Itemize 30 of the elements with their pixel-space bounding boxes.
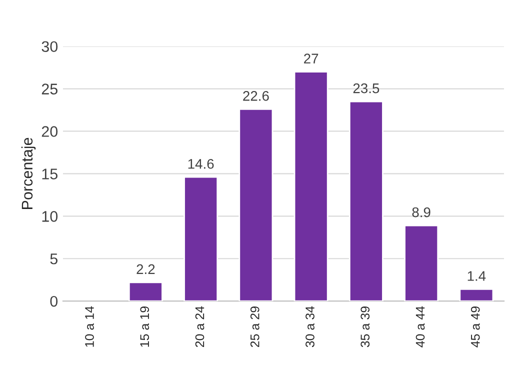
y-tick-label: 5 (50, 254, 58, 264)
x-tick-label: 35 a 39 (360, 306, 370, 348)
bar (184, 176, 218, 302)
data-label: 8.9 (412, 207, 430, 218)
x-tick-label: 20 a 24 (195, 306, 204, 348)
bar (128, 282, 163, 302)
x-tick-label: 10 a 14 (85, 306, 94, 347)
y-axis-title: Porcentaje (21, 138, 36, 209)
data-label: 14.6 (188, 158, 214, 169)
bar (294, 71, 328, 302)
y-tick-label: 0 (50, 296, 58, 307)
data-label: 2.2 (136, 264, 155, 274)
bar (238, 108, 274, 302)
y-tick-label: 25 (42, 84, 58, 94)
bar (404, 224, 439, 302)
y-tick-label: 10 (42, 211, 58, 222)
x-tick-label: 40 a 44 (416, 306, 425, 348)
data-label: 1.4 (468, 271, 486, 281)
data-label: 23.5 (353, 83, 380, 94)
x-tick-label: 25 a 29 (250, 306, 260, 348)
data-label: 22.6 (243, 91, 269, 101)
x-tick-label: 15 a 19 (140, 306, 150, 347)
y-tick-label: 30 (42, 41, 58, 52)
x-tick-label: 45 a 49 (470, 306, 480, 348)
y-tick-label: 15 (42, 168, 58, 180)
x-tick-label: 30 a 34 (306, 306, 314, 348)
bar (348, 100, 384, 302)
data-label: 27 (304, 54, 318, 64)
y-tick-label: 20 (42, 126, 58, 137)
bar (459, 288, 494, 302)
